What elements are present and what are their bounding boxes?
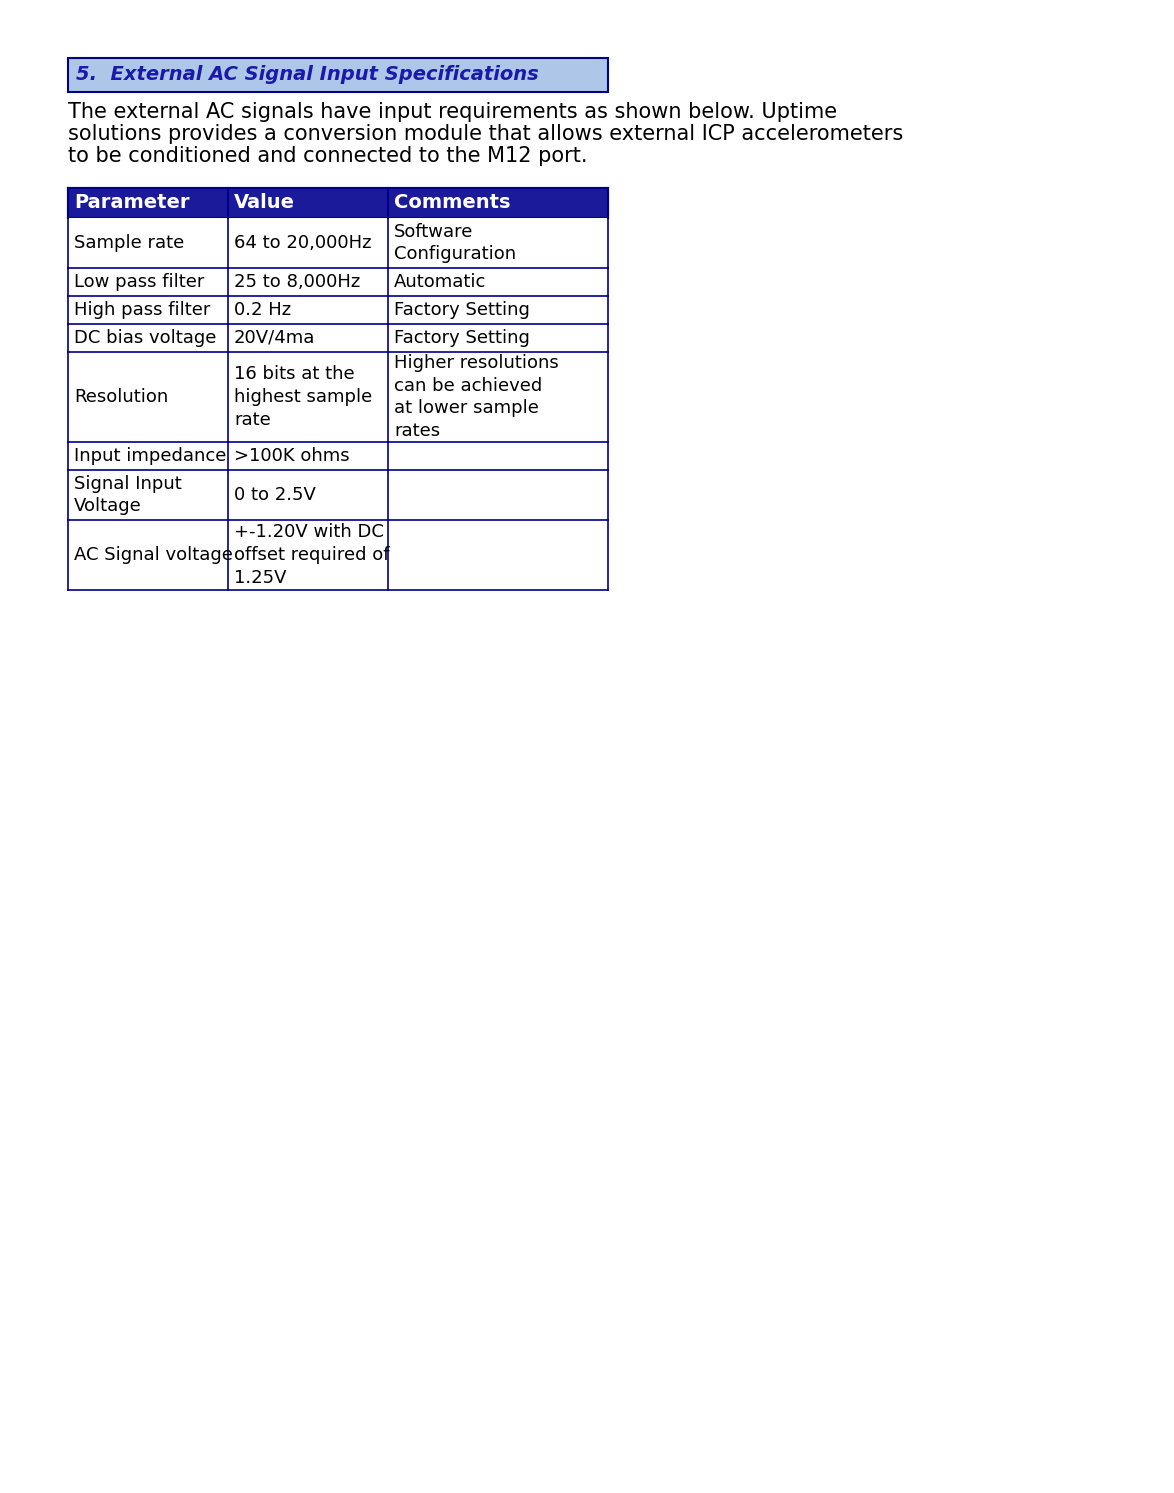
Bar <box>68 442 608 470</box>
Text: Automatic: Automatic <box>394 273 486 291</box>
Text: 16 bits at the
highest sample
rate: 16 bits at the highest sample rate <box>234 366 372 428</box>
Text: 20V/4ma: 20V/4ma <box>234 328 316 346</box>
Text: 0.2 Hz: 0.2 Hz <box>234 302 291 320</box>
Text: AC Signal voltage: AC Signal voltage <box>74 546 232 564</box>
Bar <box>68 188 608 218</box>
Bar <box>68 58 608 93</box>
Bar <box>68 352 608 442</box>
Bar <box>68 269 608 296</box>
Text: Factory Setting: Factory Setting <box>394 328 529 346</box>
Text: +-1.20V with DC
offset required of
1.25V: +-1.20V with DC offset required of 1.25V <box>234 523 390 587</box>
Text: Parameter: Parameter <box>74 194 189 212</box>
Text: Signal Input
Voltage: Signal Input Voltage <box>74 475 182 515</box>
Text: Comments: Comments <box>394 194 511 212</box>
Text: Low pass filter: Low pass filter <box>74 273 204 291</box>
Text: Sample rate: Sample rate <box>74 234 184 252</box>
Text: >100K ohms: >100K ohms <box>234 446 350 464</box>
Text: Factory Setting: Factory Setting <box>394 302 529 320</box>
Text: Input impedance: Input impedance <box>74 446 227 464</box>
Text: The external AC signals have input requirements as shown below. Uptime: The external AC signals have input requi… <box>68 102 837 121</box>
Text: Value: Value <box>234 194 295 212</box>
Text: Higher resolutions
can be achieved
at lower sample
rates: Higher resolutions can be achieved at lo… <box>394 354 559 440</box>
Text: solutions provides a conversion module that allows external ICP accelerometers: solutions provides a conversion module t… <box>68 124 903 143</box>
Bar <box>68 520 608 590</box>
Text: 25 to 8,000Hz: 25 to 8,000Hz <box>234 273 360 291</box>
Text: 5.  External AC Signal Input Specifications: 5. External AC Signal Input Specificatio… <box>76 66 539 85</box>
Text: 64 to 20,000Hz: 64 to 20,000Hz <box>234 234 371 252</box>
Text: to be conditioned and connected to the M12 port.: to be conditioned and connected to the M… <box>68 146 587 166</box>
Bar <box>68 296 608 324</box>
Text: Resolution: Resolution <box>74 388 168 406</box>
Bar <box>68 470 608 520</box>
Bar <box>68 218 608 269</box>
Text: 0 to 2.5V: 0 to 2.5V <box>234 487 316 505</box>
Bar <box>68 324 608 352</box>
Text: DC bias voltage: DC bias voltage <box>74 328 216 346</box>
Text: Software
Configuration: Software Configuration <box>394 222 517 263</box>
Text: High pass filter: High pass filter <box>74 302 210 320</box>
